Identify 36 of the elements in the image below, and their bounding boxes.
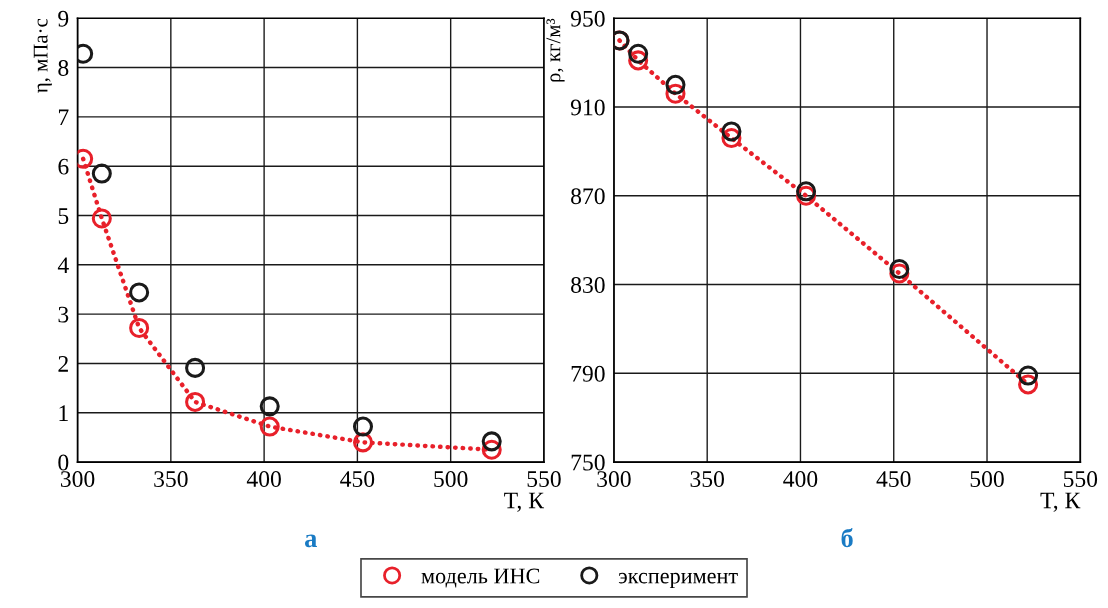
x-tick-label: 350 xyxy=(154,471,188,488)
x-tick-label: 550 xyxy=(527,471,561,488)
x-tick-label: 300 xyxy=(60,471,95,488)
y-tick-label: 0 xyxy=(58,454,69,471)
y-tick-label: 910 xyxy=(570,99,605,116)
x-tick-label: 350 xyxy=(690,471,724,488)
y-tick-label: 2 xyxy=(58,356,68,372)
y-tick-label: 950 xyxy=(570,10,605,27)
x-tick-label: 400 xyxy=(783,471,818,488)
y-axis-title: η, мПа·с xyxy=(33,18,52,93)
y-tick-label: 6 xyxy=(58,158,69,175)
y-axis-title: ρ, кг/м³ xyxy=(546,18,565,82)
x-axis-title: T, К xyxy=(504,492,545,512)
y-tick-label: 4 xyxy=(57,257,69,274)
y-tick-label: 790 xyxy=(571,365,605,382)
x-tick-label: 500 xyxy=(970,471,1004,488)
y-tick-label: 5 xyxy=(58,208,69,224)
legend-label: эксперимент xyxy=(618,572,738,588)
y-tick-label: 870 xyxy=(571,188,605,205)
legend-label: модель ИНС xyxy=(421,568,540,588)
y-tick-label: 1 xyxy=(59,405,68,421)
x-axis-title: T, К xyxy=(1040,492,1081,512)
y-tick-label: 7 xyxy=(58,109,69,126)
text: б xyxy=(841,528,853,548)
y-tick-label: 9 xyxy=(58,10,69,27)
x-tick-label: 300 xyxy=(597,471,631,488)
y-tick-label: 750 xyxy=(571,454,605,471)
text: а xyxy=(305,534,317,548)
y-tick-label: 8 xyxy=(58,60,69,76)
x-tick-label: 550 xyxy=(1063,471,1098,488)
x-tick-label: 450 xyxy=(340,471,375,488)
y-tick-label: 3 xyxy=(58,306,69,323)
y-tick-label: 830 xyxy=(571,277,605,293)
x-tick-label: 400 xyxy=(246,471,281,488)
x-tick-label: 500 xyxy=(434,471,468,488)
x-tick-label: 450 xyxy=(876,471,911,488)
